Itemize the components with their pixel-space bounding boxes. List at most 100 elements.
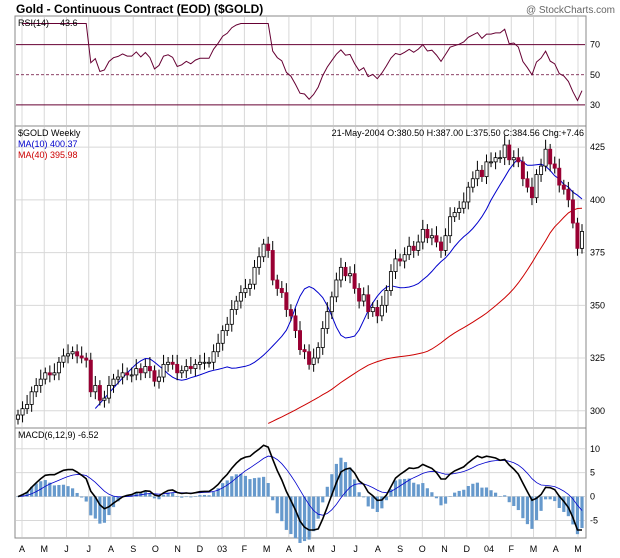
x-tick-label: D (464, 544, 471, 554)
macd-line (17, 444, 582, 531)
candle-body (247, 283, 252, 289)
macd-histogram-bar (171, 492, 175, 497)
macd-histogram-bar (480, 487, 484, 497)
macd-histogram-bar (239, 473, 243, 497)
macd-histogram-bar (57, 485, 61, 497)
x-tick-label: S (397, 544, 403, 554)
macd-histogram-bar (412, 482, 416, 497)
macd-histogram-bar (198, 495, 202, 497)
macd-histogram-bar (448, 496, 452, 497)
candle-body (129, 374, 134, 377)
candle-body (529, 186, 534, 199)
candle-body (329, 296, 334, 313)
candle-body (388, 271, 393, 291)
candle-body (429, 235, 434, 239)
candle-body (489, 161, 494, 164)
x-tick-label: S (130, 544, 136, 554)
macd-histogram-bar (521, 496, 525, 519)
candle-body (307, 351, 312, 365)
macd-histogram-bar (157, 496, 161, 500)
candle-body (216, 342, 221, 353)
candle-body (539, 165, 544, 175)
candle-body (34, 385, 39, 393)
candle-body (293, 315, 298, 332)
macd-histogram-bar (484, 487, 489, 497)
macd-histogram-bar (34, 483, 38, 497)
candle-body (520, 161, 525, 180)
candle-body (152, 370, 157, 382)
candle-body (279, 288, 284, 294)
candle-body (102, 397, 107, 401)
macd-panel: MACD(6,12,9) -6.52 10 5 0 -5 (14, 427, 600, 543)
candle-body (402, 254, 407, 262)
macd-histogram-bar (152, 496, 157, 499)
macd-histogram-bar (580, 496, 584, 529)
macd-histogram-bar (225, 480, 229, 497)
macd-histogram-bar (262, 476, 266, 497)
candle-body (316, 347, 321, 359)
rsi-line (22, 23, 583, 102)
macd-histogram-bar (61, 484, 66, 497)
candle-body (116, 376, 121, 380)
candle-body (498, 157, 503, 160)
macd-histogram-bar (457, 490, 461, 497)
candle-body (211, 351, 216, 363)
x-tick-label: A (19, 544, 25, 554)
macd-histogram-bar (43, 480, 47, 497)
candle-body (288, 309, 293, 317)
rsi-label: RSI(14) (18, 18, 49, 28)
macd-histogram-bar (189, 496, 193, 498)
candle-body (202, 361, 207, 364)
macd-value: -6.52 (78, 430, 99, 440)
candle-body (298, 330, 302, 351)
x-tick-label: J (86, 544, 91, 554)
macd-tick-label: 10 (590, 444, 600, 454)
macd-histogram-bar (275, 496, 279, 514)
price-tick-label: 300 (590, 406, 605, 416)
macd-histogram-bar (539, 496, 543, 511)
x-tick-label: O (419, 544, 426, 554)
x-tick-label: J (353, 544, 358, 554)
candle-body (511, 157, 516, 161)
candle-body (320, 328, 325, 348)
candle-body (157, 376, 161, 382)
macd-histogram-bar (389, 489, 393, 497)
macd-histogram-bar (166, 492, 170, 497)
candle-body (270, 250, 275, 281)
candle-body (502, 144, 507, 159)
macd-histogram-bar (89, 496, 93, 516)
macd-histogram-bar (175, 496, 179, 497)
candle-body (38, 378, 43, 386)
candle-body (484, 161, 489, 178)
candle-body (238, 292, 243, 302)
macd-tick-label: 0 (590, 492, 595, 502)
candle-body (461, 201, 466, 209)
candle-body (170, 361, 175, 365)
x-tick-label: M (307, 544, 315, 554)
macd-histogram-bar (462, 489, 466, 497)
macd-histogram-bar (284, 496, 288, 530)
candle-body (393, 258, 398, 272)
x-tick-label: A (375, 544, 381, 554)
rsi-tick-label: 50 (590, 70, 600, 80)
candle-body (534, 174, 539, 199)
macd-histogram-bar (230, 476, 234, 497)
candle-body (570, 199, 575, 224)
candle-body (493, 157, 498, 163)
macd-histogram-bar (266, 483, 270, 497)
macd-histogram-bar (503, 495, 507, 497)
macd-histogram-bar (93, 496, 97, 519)
macd-histogram-bar (425, 488, 429, 497)
candle-body (343, 266, 348, 277)
candle-body (193, 363, 198, 369)
macd-histogram-bar (421, 483, 425, 497)
macd-histogram-bar (562, 496, 566, 512)
macd-histogram-bar (16, 496, 20, 498)
x-tick-label: 04 (484, 544, 494, 554)
candle-body (566, 188, 571, 201)
candle-body (311, 357, 316, 365)
macd-histogram-bar (530, 496, 534, 529)
candle-body (470, 178, 475, 188)
ma40-legend: MA(40) 395.98 (18, 150, 78, 160)
